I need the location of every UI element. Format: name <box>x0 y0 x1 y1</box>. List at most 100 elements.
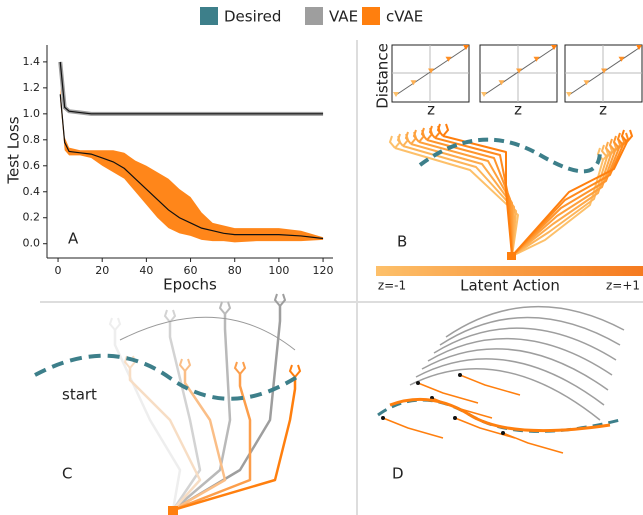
series-line <box>59 94 324 240</box>
inset-point <box>463 45 469 50</box>
y-tick-label: 0.0 <box>23 237 41 250</box>
legend-label: VAE <box>329 8 358 26</box>
arm <box>394 147 519 257</box>
result-path <box>389 397 611 433</box>
inset-point <box>410 80 417 86</box>
legend-swatch <box>200 7 218 25</box>
gray-trace <box>409 368 601 421</box>
panel-label: B <box>397 233 407 251</box>
gripper <box>178 358 192 372</box>
inset-point <box>498 80 505 86</box>
arm <box>511 141 628 257</box>
inset-point <box>601 68 607 74</box>
gripper <box>616 132 630 146</box>
y-tick-label: 1.4 <box>23 55 41 68</box>
x-axis-label: Epochs <box>163 276 217 294</box>
panel-label: C <box>62 465 72 483</box>
base <box>168 506 178 515</box>
legend-label: cVAE <box>386 8 423 26</box>
arm <box>172 374 252 512</box>
panel-label: A <box>68 230 79 248</box>
gray-trace <box>445 305 625 338</box>
arm <box>128 368 202 511</box>
inset-y-label: Distance <box>374 43 392 109</box>
gripper <box>218 301 232 315</box>
arm <box>459 374 521 396</box>
desired-path <box>418 137 602 174</box>
bar-title: Latent Action <box>460 277 560 295</box>
inset-point <box>428 68 434 74</box>
gray-trace <box>427 337 613 376</box>
gripper <box>436 123 450 137</box>
arm <box>417 382 479 404</box>
start-dot <box>458 373 462 377</box>
legend-swatch <box>305 7 323 25</box>
y-axis-label: Test Loss <box>5 116 23 184</box>
gripper <box>620 129 634 143</box>
bar-label: z=-1 <box>378 279 406 293</box>
inset-point <box>551 45 557 50</box>
start-label: start <box>62 386 97 404</box>
error-band <box>60 87 324 243</box>
legend: Desired VAE cVAE <box>200 7 423 26</box>
inset-point <box>533 56 540 62</box>
inset-point <box>636 45 642 50</box>
inset-point <box>583 80 590 86</box>
arm <box>502 432 564 454</box>
inset-x-label: z <box>514 101 522 119</box>
y-tick-label: 1.2 <box>23 81 41 94</box>
x-tick-label: 60 <box>184 264 198 277</box>
x-tick-label: 80 <box>228 264 242 277</box>
start-dot <box>381 416 385 420</box>
arm <box>172 371 227 512</box>
arm <box>172 377 297 512</box>
series-line <box>59 61 324 115</box>
arm <box>511 144 624 257</box>
gripper <box>233 361 247 375</box>
base <box>507 252 516 260</box>
x-tick-label: 0 <box>55 264 62 277</box>
gripper <box>288 364 302 378</box>
arm <box>402 145 517 257</box>
start-dot <box>453 416 457 420</box>
x-tick-label: 100 <box>268 264 289 277</box>
x-tick-label: 120 <box>313 264 334 277</box>
arc <box>119 316 296 351</box>
y-tick-label: 1.0 <box>23 107 41 120</box>
arm <box>113 330 182 511</box>
illustrations <box>34 44 643 515</box>
gray-trace <box>415 358 605 406</box>
inset-point <box>618 56 625 62</box>
series-halo <box>58 61 324 116</box>
desired-path <box>34 353 302 401</box>
panel-label: D <box>392 465 404 483</box>
inset-point <box>393 92 399 97</box>
inset-point <box>566 92 572 97</box>
gripper <box>108 317 122 331</box>
arm <box>442 135 513 257</box>
arm <box>511 156 608 257</box>
latent-gradient <box>376 266 643 276</box>
start-dot <box>501 431 505 435</box>
gripper <box>273 293 287 307</box>
arm <box>511 147 620 257</box>
bar-label: z=+1 <box>606 279 640 293</box>
gray-trace <box>439 316 621 346</box>
legend-label: Desired <box>224 8 281 26</box>
inset-x-label: z <box>427 101 435 119</box>
arm <box>434 137 513 257</box>
y-tick-label: 0.8 <box>23 133 41 146</box>
inset-point <box>445 56 452 62</box>
arm <box>382 417 444 439</box>
start-dot <box>416 381 420 385</box>
y-tick-label: 0.4 <box>23 185 41 198</box>
y-tick-label: 0.6 <box>23 159 41 172</box>
gray-trace <box>433 327 617 361</box>
arm <box>168 322 202 511</box>
arm <box>511 150 616 257</box>
arm <box>172 314 232 511</box>
inset-point <box>516 68 522 74</box>
y-tick-label: 0.2 <box>23 211 41 224</box>
